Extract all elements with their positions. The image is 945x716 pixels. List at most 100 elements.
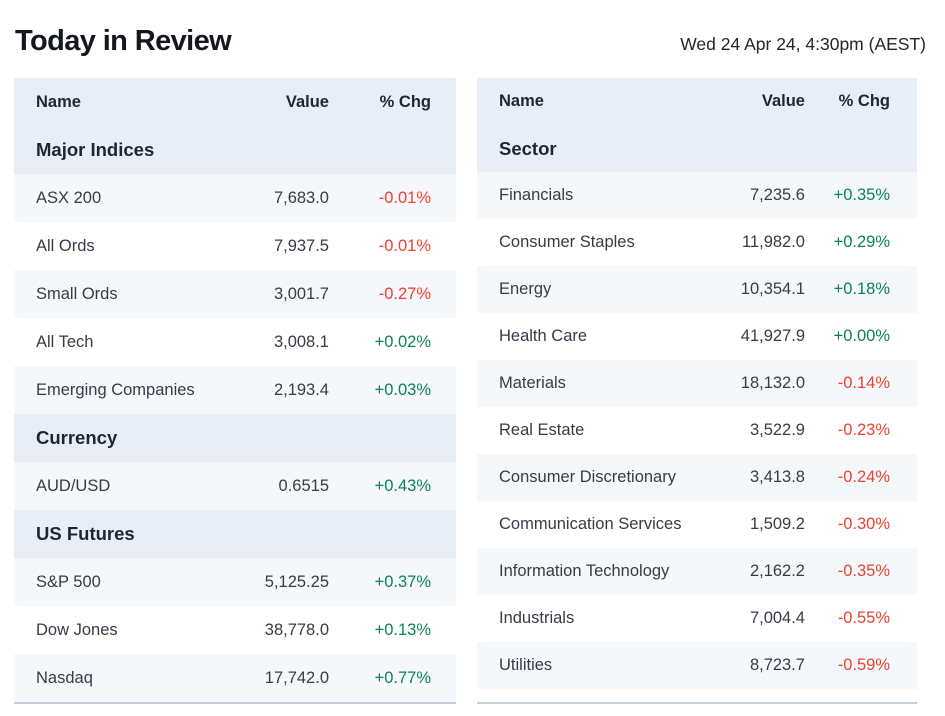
name-cell: Real Estate (499, 421, 585, 439)
page-title: Today in Review (15, 25, 232, 58)
name-cell: Health Care (499, 327, 588, 345)
chg-cell: -0.35% (837, 562, 890, 580)
column-header-name: Name (499, 92, 544, 110)
name-cell: Materials (499, 374, 566, 392)
column-header-value: Value (761, 92, 805, 110)
value-cell: 2,162.2 (749, 562, 805, 580)
table-row: Real Estate 3,522.9 -0.23% (477, 407, 917, 454)
chg-cell: +0.03% (374, 380, 431, 399)
value-cell: 11,982.0 (741, 233, 805, 251)
name-cell: Dow Jones (36, 620, 118, 639)
section-title: Sector (499, 137, 557, 159)
chg-cell: +0.77% (374, 668, 431, 687)
value-cell: 7,004.4 (749, 609, 805, 627)
column-header-chg: % Chg (838, 92, 890, 110)
table-row: Financials 7,235.6 +0.35% (477, 172, 917, 219)
table-row: Communication Services 1,509.2 -0.30% (477, 501, 917, 548)
name-cell: AUD/USD (36, 476, 111, 495)
table-row: S&P 500 5,125.25 +0.37% (14, 558, 456, 606)
section-header-row: US Futures (14, 510, 456, 558)
section-header-row: Sector (477, 125, 917, 172)
chg-cell: -0.01% (378, 236, 431, 255)
value-cell: 0.6515 (278, 476, 329, 495)
table-row: Dow Jones 38,778.0 +0.13% (14, 606, 456, 654)
value-cell: 17,742.0 (264, 668, 329, 687)
column-header-name: Name (36, 92, 81, 111)
value-cell: 10,354.1 (740, 280, 805, 298)
table-row: Industrials 7,004.4 -0.55% (477, 595, 917, 642)
value-cell: 3,413.8 (749, 468, 805, 486)
chg-cell: -0.14% (837, 374, 890, 392)
value-cell: 1,509.2 (749, 515, 805, 533)
name-cell: Consumer Staples (499, 233, 635, 251)
table-row: Consumer Staples 11,982.0 +0.29% (477, 219, 917, 266)
name-cell: Utilities (499, 656, 553, 674)
value-cell: 3,001.7 (273, 284, 329, 303)
name-cell: Emerging Companies (36, 380, 195, 399)
value-cell: 5,125.25 (264, 572, 329, 591)
name-cell: All Tech (36, 332, 94, 351)
value-cell: 7,937.5 (273, 236, 329, 255)
table-row: Emerging Companies 2,193.4 +0.03% (14, 366, 456, 414)
table-row: Consumer Discretionary 3,413.8 -0.24% (477, 454, 917, 501)
table-row: ASX 200 7,683.0 -0.01% (14, 174, 456, 222)
value-cell: 7,235.6 (749, 186, 805, 204)
table-row: Nasdaq 17,742.0 +0.77% (14, 654, 456, 702)
chg-cell: +0.37% (374, 572, 431, 591)
value-cell: 2,193.4 (273, 380, 329, 399)
chg-cell: +0.35% (833, 186, 890, 204)
table-row: Health Care 41,927.9 +0.00% (477, 313, 917, 360)
name-cell: Financials (499, 186, 574, 204)
value-cell: 41,927.9 (740, 327, 805, 345)
name-cell: Small Ords (36, 284, 118, 303)
section-title: Currency (36, 427, 118, 448)
chg-cell: -0.24% (837, 468, 890, 486)
section-title: Major Indices (36, 139, 155, 160)
value-cell: 3,008.1 (273, 332, 329, 351)
table-row: All Ords 7,937.5 -0.01% (14, 222, 456, 270)
chg-cell: -0.01% (378, 188, 431, 207)
chg-cell: +0.18% (833, 280, 890, 298)
table-row: Small Ords 3,001.7 -0.27% (14, 270, 456, 318)
name-cell: S&P 500 (36, 572, 101, 591)
section-title: US Futures (36, 523, 135, 544)
name-cell: Consumer Discretionary (499, 468, 676, 486)
column-header-chg: % Chg (379, 92, 431, 111)
value-cell: 7,683.0 (273, 188, 329, 207)
section-header-row: Major Indices (14, 126, 456, 174)
column-header-row: Name Value % Chg (14, 78, 456, 126)
column-header-row: Name Value % Chg (477, 78, 917, 125)
timestamp: Wed 24 Apr 24, 4:30pm (AEST) (680, 34, 926, 54)
table-row: AUD/USD 0.6515 +0.43% (14, 462, 456, 510)
name-cell: Energy (499, 280, 552, 298)
chg-cell: +0.02% (374, 332, 431, 351)
value-cell: 3,522.9 (749, 421, 805, 439)
section-header-row: Currency (14, 414, 456, 462)
name-cell: Information Technology (499, 562, 670, 580)
chg-cell: -0.27% (378, 284, 431, 303)
chg-cell: -0.59% (837, 656, 890, 674)
table-row: Information Technology 2,162.2 -0.35% (477, 548, 917, 595)
name-cell: All Ords (36, 236, 95, 255)
name-cell: Nasdaq (36, 668, 93, 687)
table-row: Materials 18,132.0 -0.14% (477, 360, 917, 407)
chg-cell: -0.30% (837, 515, 890, 533)
indices-table: Name Value % Chg Major Indices ASX 200 7,683.… (14, 78, 456, 704)
chg-cell: -0.55% (837, 609, 890, 627)
sectors-table: Name Value % Chg Sector Financials 7,235.6 +0.… (477, 78, 917, 704)
table-row: Utilities 8,723.7 -0.59% (477, 642, 917, 689)
chg-cell: +0.00% (833, 327, 890, 345)
chg-cell: -0.23% (837, 421, 890, 439)
chg-cell: +0.29% (833, 233, 890, 251)
table-row: Energy 10,354.1 +0.18% (477, 266, 917, 313)
name-cell: Communication Services (499, 515, 682, 533)
table-row: All Tech 3,008.1 +0.02% (14, 318, 456, 366)
panel-header: Today in Review Wed 24 Apr 24, 4:30pm (A… (0, 0, 945, 58)
value-cell: 8,723.7 (749, 656, 805, 674)
value-cell: 18,132.0 (740, 374, 805, 392)
chg-cell: +0.13% (374, 620, 431, 639)
name-cell: ASX 200 (36, 188, 102, 207)
name-cell: Industrials (499, 609, 575, 627)
column-header-value: Value (285, 92, 329, 111)
